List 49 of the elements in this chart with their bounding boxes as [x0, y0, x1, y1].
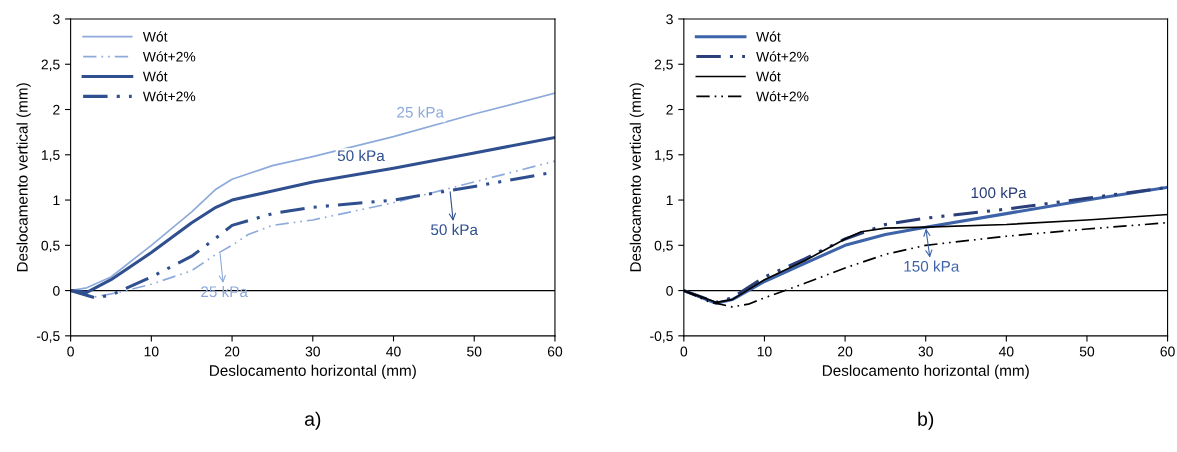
- y-tick-label: 3: [666, 14, 673, 25]
- x-tick-label: 60: [1160, 346, 1175, 357]
- x-tick-label: 30: [305, 346, 320, 357]
- y-tick-label: -0,5: [650, 331, 673, 343]
- x-tick-label: 20: [225, 346, 240, 357]
- x-tick-label: 10: [757, 346, 772, 357]
- annotation: 50 kPa: [337, 149, 385, 162]
- x-axis-title: Deslocamento horizontal (mm): [210, 364, 416, 379]
- y-axis-title: Deslocamento vertical (mm): [16, 83, 31, 272]
- legend-label: Wót+2%: [756, 91, 809, 102]
- x-tick-label: 30: [918, 346, 933, 357]
- x-tick-label: 40: [386, 346, 401, 357]
- y-tick-label: 3: [53, 14, 60, 25]
- x-tick-label: 50: [1079, 346, 1095, 357]
- y-tick-label: 2,5: [41, 59, 60, 72]
- x-tick-label: 60: [547, 346, 563, 357]
- x-tick-label: 20: [838, 346, 853, 357]
- legend-label: Wót+2%: [142, 91, 196, 102]
- legend-label: Wót+2%: [756, 51, 809, 62]
- y-axis-title: Deslocamento vertical (mm): [629, 83, 644, 272]
- x-tick-label: 50: [467, 346, 482, 357]
- y-tick-label: 0: [666, 285, 673, 296]
- y-tick-label: 2,5: [654, 59, 673, 72]
- legend-label: Wót: [142, 31, 168, 42]
- y-tick-label: 1,5: [41, 150, 60, 162]
- x-tick-label: 0: [680, 346, 688, 357]
- annotation: 100 kPa: [971, 186, 1027, 199]
- x-tick-label: 40: [998, 346, 1014, 357]
- text: b): [918, 411, 934, 430]
- x-axis-title: Deslocamento horizontal (mm): [822, 364, 1029, 379]
- x-tick-label: 10: [144, 346, 159, 357]
- y-tick-label: 1: [666, 195, 673, 206]
- y-tick-label: 0,5: [654, 240, 673, 253]
- y-tick-label: 2: [53, 104, 60, 115]
- legend-label: Wót: [142, 71, 168, 82]
- annotation: 25 kPa: [397, 106, 445, 118]
- text: a): [304, 411, 321, 430]
- annotation: 50 kPa: [431, 223, 478, 236]
- y-tick-label: 1,5: [655, 150, 673, 162]
- legend-label: Wót+2%: [142, 51, 196, 62]
- legend-label: Wót: [756, 31, 781, 42]
- annotation: 150 kPa: [904, 260, 960, 272]
- y-tick-label: 0: [53, 285, 60, 296]
- y-tick-label: 0,5: [41, 240, 60, 253]
- y-tick-label: 2: [666, 104, 673, 115]
- legend-label: Wót: [756, 71, 781, 82]
- y-tick-label: 1: [53, 195, 60, 206]
- x-tick-label: 0: [67, 346, 74, 357]
- y-tick-label: -0,5: [36, 331, 60, 343]
